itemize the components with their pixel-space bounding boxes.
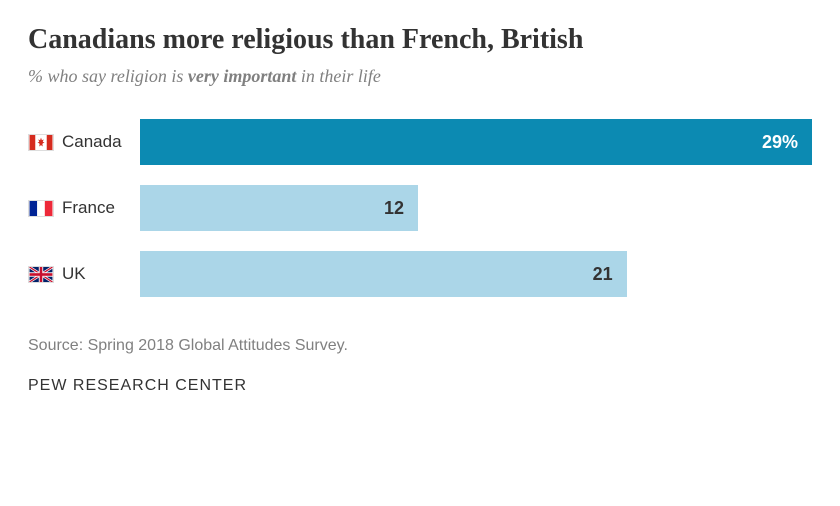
subtitle-suffix: in their life	[296, 66, 381, 86]
footer-attribution: PEW RESEARCH CENTER	[28, 377, 812, 395]
country-label: Canada	[62, 132, 140, 152]
chart-title: Canadians more religious than French, Br…	[28, 24, 812, 56]
chart-row: France 12	[28, 185, 812, 231]
bar-chart: Canada 29% France 12 UK 21	[28, 119, 812, 297]
country-label: UK	[62, 264, 140, 284]
bar-value: 21	[593, 264, 613, 285]
bar: 12	[140, 185, 418, 231]
country-label: France	[62, 198, 140, 218]
bar-value: 12	[384, 198, 404, 219]
flag-cell	[28, 200, 62, 217]
bar: 21	[140, 251, 627, 297]
bar-track: 29%	[140, 119, 812, 165]
bar-track: 12	[140, 185, 812, 231]
canada-flag-icon	[28, 134, 54, 151]
chart-subtitle: % who say religion is very important in …	[28, 66, 812, 87]
subtitle-prefix: % who say religion is	[28, 66, 188, 86]
subtitle-emphasis: very important	[188, 66, 297, 86]
france-flag-icon	[28, 200, 54, 217]
chart-row: UK 21	[28, 251, 812, 297]
bar: 29%	[140, 119, 812, 165]
bar-track: 21	[140, 251, 812, 297]
bar-value: 29%	[762, 132, 798, 153]
source-text: Source: Spring 2018 Global Attitudes Sur…	[28, 337, 812, 355]
flag-cell	[28, 266, 62, 283]
flag-cell	[28, 134, 62, 151]
uk-flag-icon	[28, 266, 54, 283]
chart-row: Canada 29%	[28, 119, 812, 165]
